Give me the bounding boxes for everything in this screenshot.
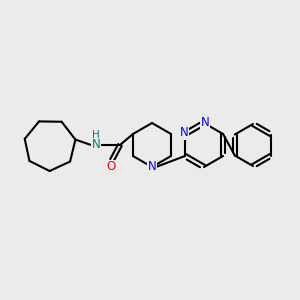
Text: N: N [92,139,100,152]
Text: H: H [92,130,100,140]
Text: N: N [180,127,188,140]
Text: O: O [106,160,116,173]
Text: N: N [201,116,209,128]
Text: N: N [148,160,156,173]
